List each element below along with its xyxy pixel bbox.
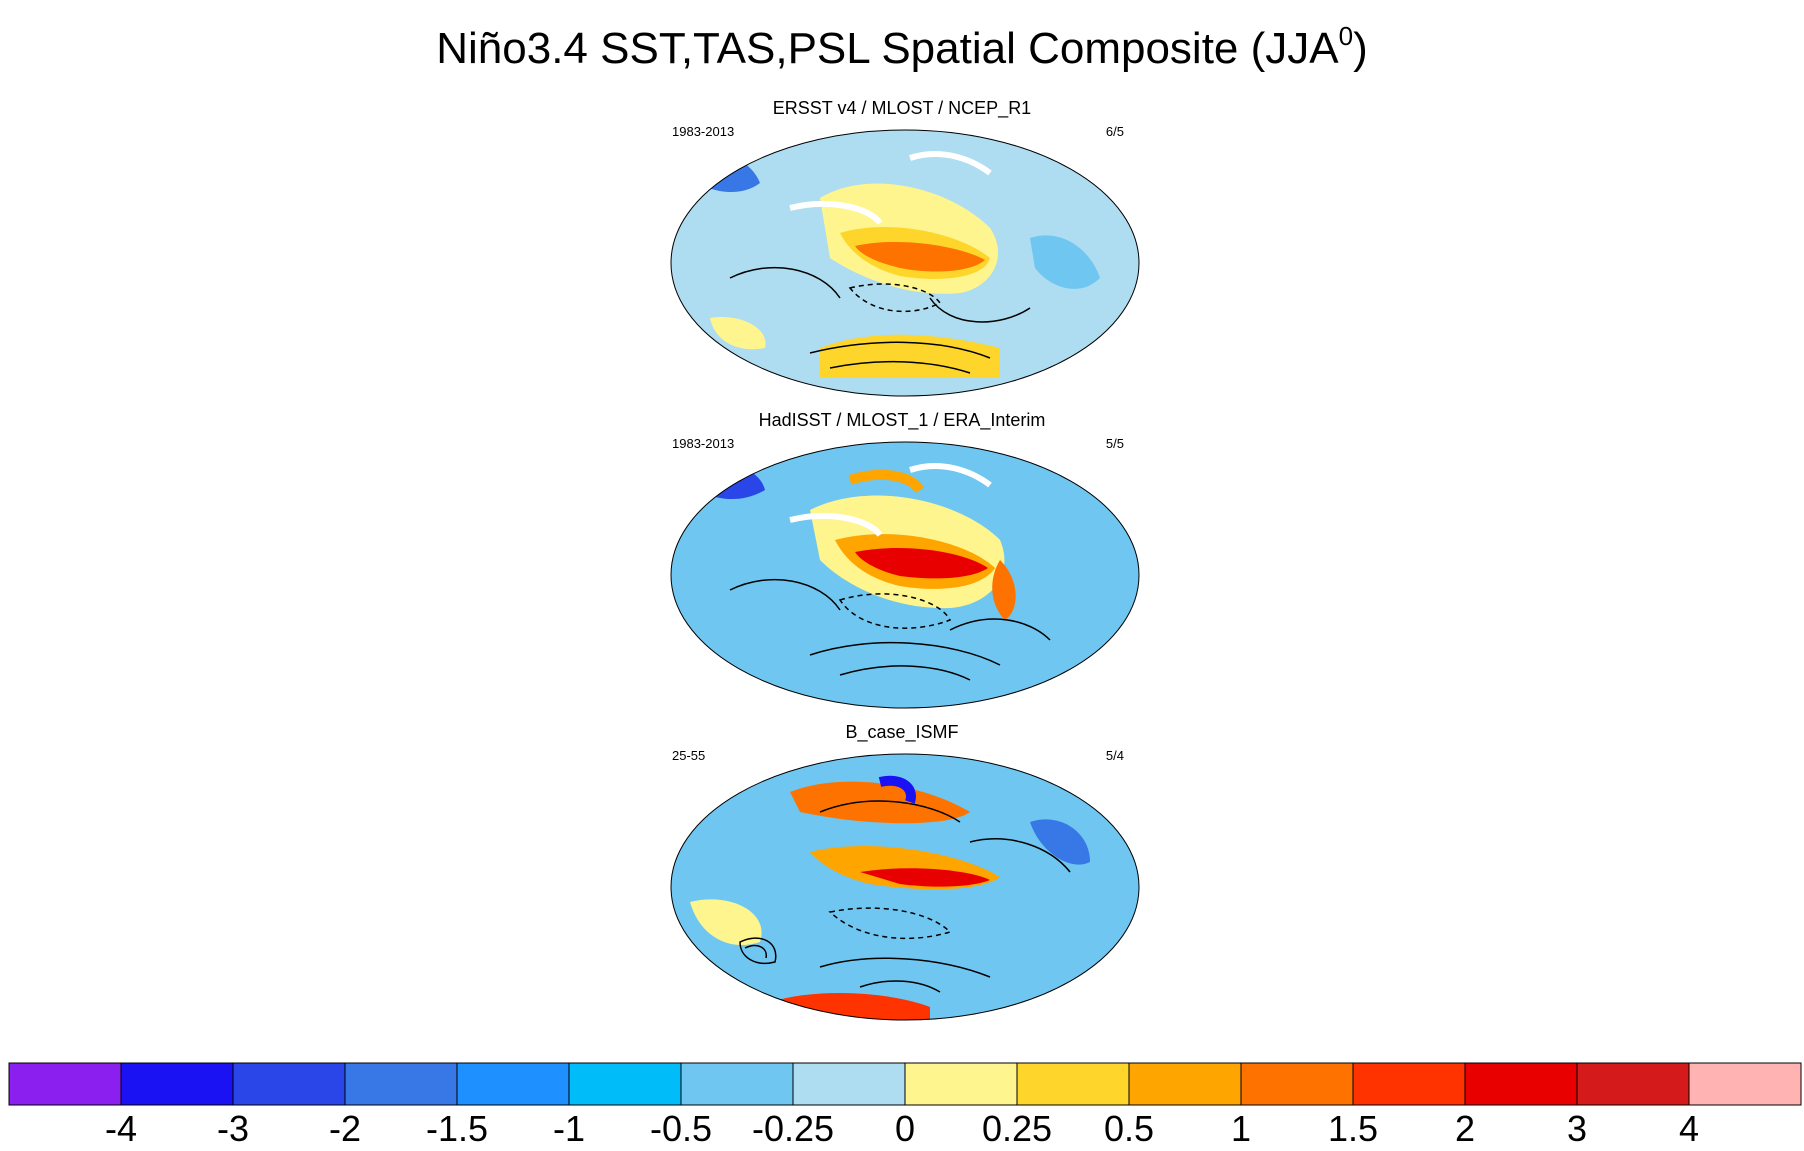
map-outline — [670, 129, 1140, 397]
colorbar-tick-label: -1 — [552, 1108, 586, 1149]
psl-contour — [809, 341, 991, 374]
map-plot — [670, 753, 1140, 1021]
map-panel-2: HadISST / MLOST_1 / ERA_Interim 1983-201… — [660, 410, 1144, 710]
colorbar — [8, 1062, 1802, 1106]
cold-anomaly-region — [878, 775, 916, 804]
panel-count: 5/5 — [1105, 436, 1124, 451]
land-mask — [789, 462, 992, 537]
colorbar-tick-label: 1 — [1230, 1108, 1252, 1149]
colorbar-swatch — [904, 1062, 1018, 1106]
psl-contour-negative — [838, 593, 952, 629]
psl-contour — [739, 937, 777, 964]
map-outline — [670, 753, 1140, 1021]
psl-contour-negative — [848, 283, 942, 313]
colorbar-swatch — [344, 1062, 458, 1106]
colorbar-swatch — [1128, 1062, 1242, 1106]
warm-anomaly-region — [710, 317, 766, 350]
cold-anomaly-region — [1030, 235, 1100, 289]
warm-anomaly-region — [855, 547, 988, 579]
colorbar-swatch — [568, 1062, 682, 1106]
colorbar-swatch — [1016, 1062, 1130, 1106]
panel-title: B_case_ISMF — [845, 722, 959, 742]
panel-years: 1983-2013 — [672, 124, 735, 139]
warm-anomaly-region — [690, 899, 762, 946]
colorbar-tick-label: 4 — [1678, 1108, 1700, 1149]
colorbar-tick-label: 0.5 — [1103, 1108, 1155, 1149]
warm-anomaly-region — [992, 560, 1016, 620]
colorbar-swatch — [232, 1062, 346, 1106]
panel-title: ERSST v4 / MLOST / NCEP_R1 — [772, 98, 1032, 118]
colorbar-swatch — [792, 1062, 906, 1106]
psl-contour — [819, 957, 991, 993]
panel-title: HadISST / MLOST_1 / ERA_Interim — [758, 410, 1046, 430]
psl-contour — [729, 578, 1051, 641]
map-plot — [670, 129, 1140, 397]
psl-contour — [729, 266, 1031, 323]
figure-title-text: Niño3.4 SST,TAS,PSL Spatial Composite (J… — [436, 24, 1339, 73]
colorbar-tick-label: 0 — [894, 1108, 916, 1149]
colorbar-swatch — [120, 1062, 234, 1106]
colorbar-swatch — [1576, 1062, 1690, 1106]
map-plot — [670, 441, 1140, 709]
colorbar-swatch — [1240, 1062, 1354, 1106]
panel-years: 1983-2013 — [672, 436, 735, 451]
colorbar-swatch — [8, 1062, 122, 1106]
colorbar-tick-label: -2 — [328, 1108, 362, 1149]
colorbar-tick-label: 3 — [1566, 1108, 1588, 1149]
cold-anomaly-region — [690, 463, 765, 500]
panel-count: 6/5 — [1105, 124, 1124, 139]
psl-contour — [809, 641, 1001, 681]
cold-anomaly-region — [690, 154, 760, 193]
warm-anomaly-region — [855, 241, 985, 272]
colorbar-tick-label: 2 — [1454, 1108, 1476, 1149]
land-mask — [789, 150, 992, 225]
colorbar-tick-label: 0.25 — [981, 1108, 1053, 1149]
figure-title: Niño3.4 SST,TAS,PSL Spatial Composite (J… — [0, 8, 1804, 77]
panel-count: 5/4 — [1105, 748, 1124, 763]
colorbar-swatch — [1688, 1062, 1802, 1106]
colorbar-tick-label: 1.5 — [1327, 1108, 1379, 1149]
colorbar-tick-label: -1.5 — [425, 1108, 489, 1149]
map-panel-1: ERSST v4 / MLOST / NCEP_R1 1983-2013 6/5 — [660, 98, 1144, 398]
psl-contour-negative — [828, 907, 952, 940]
warm-anomaly-region — [848, 469, 925, 494]
map-outline — [670, 441, 1140, 709]
colorbar-swatch — [680, 1062, 794, 1106]
map-panel-3: B_case_ISMF 25-55 5/4 — [660, 722, 1144, 1032]
colorbar-tick-label: -0.25 — [751, 1108, 835, 1149]
psl-contour — [819, 800, 1071, 873]
warm-anomaly-region — [790, 781, 970, 824]
colorbar-tick-label: -3 — [216, 1108, 250, 1149]
cold-anomaly-region — [1030, 819, 1090, 865]
warm-anomaly-region — [820, 334, 1000, 378]
colorbar-swatch — [456, 1062, 570, 1106]
colorbar-swatch — [1352, 1062, 1466, 1106]
colorbar-tick-label: -0.5 — [649, 1108, 713, 1149]
panel-years: 25-55 — [672, 748, 706, 763]
figure-title-close: ) — [1353, 24, 1368, 73]
colorbar-swatch — [1464, 1062, 1578, 1106]
warm-anomaly-region — [860, 868, 990, 887]
colorbar-tick-label: -4 — [104, 1108, 138, 1149]
figure-title-superscript: 0 — [1338, 21, 1354, 51]
